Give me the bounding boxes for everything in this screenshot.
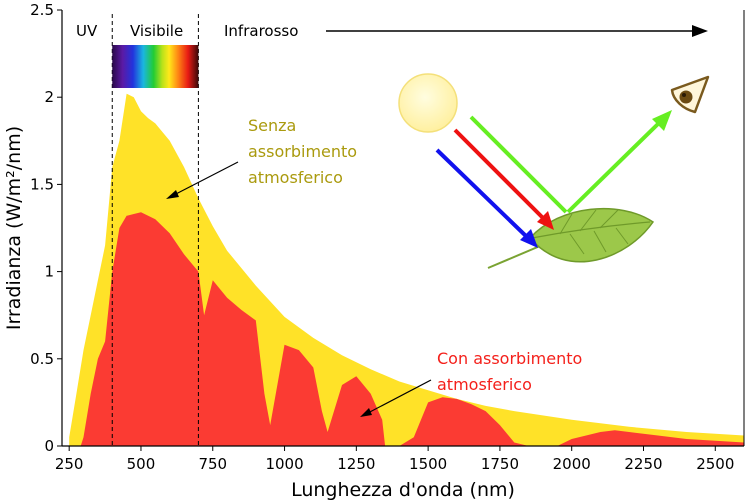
x-tick-label: 500 bbox=[127, 455, 156, 473]
infrared-arrow-head bbox=[692, 25, 708, 37]
annotation-senza-pointer bbox=[171, 161, 239, 197]
annotation-senza-line3: atmosferico bbox=[248, 168, 343, 187]
y-tick-label: 1 bbox=[44, 263, 54, 281]
x-tick-label: 2500 bbox=[696, 455, 734, 473]
x-tick-label: 250 bbox=[55, 455, 84, 473]
axes: 250 500 750 1000 1250 1500 1750 2000 2250 2500 0 0.… bbox=[30, 1, 745, 473]
x-tick-label: 2250 bbox=[624, 455, 662, 473]
annotation-senza-line2: assorbimento bbox=[248, 142, 357, 161]
annotation-senza-arrowhead bbox=[166, 190, 179, 199]
blue-ray-head bbox=[520, 229, 538, 248]
green-reflected-ray bbox=[566, 120, 662, 214]
illustration bbox=[398, 73, 710, 269]
y-tick-label: 1.5 bbox=[30, 175, 54, 193]
annotation-con-pointer bbox=[365, 379, 432, 415]
y-tick-label: 0 bbox=[44, 437, 54, 455]
x-tick-label: 1250 bbox=[337, 455, 375, 473]
x-tick-label: 1000 bbox=[265, 455, 303, 473]
y-tick-label: 2.5 bbox=[30, 1, 54, 19]
eye-icon bbox=[670, 75, 710, 114]
green-reflected-ray-head bbox=[652, 110, 672, 131]
x-tick-label: 1500 bbox=[409, 455, 447, 473]
y-tick-label: 0.5 bbox=[30, 350, 54, 368]
y-tick-label: 2 bbox=[44, 88, 54, 106]
series-area-2 bbox=[80, 212, 744, 446]
sun-icon bbox=[398, 73, 458, 133]
band-label-infrared: Infrarosso bbox=[224, 22, 298, 40]
x-tick-label: 1750 bbox=[481, 455, 519, 473]
band-label-uv: UV bbox=[76, 22, 98, 40]
red-ray-head bbox=[537, 211, 554, 230]
blue-ray bbox=[435, 148, 530, 240]
annotation-con-arrowhead bbox=[360, 408, 372, 417]
x-tick-label: 750 bbox=[198, 455, 227, 473]
band-label-visible: Visibile bbox=[130, 22, 183, 40]
annotation-senza-line1: Senza bbox=[248, 116, 296, 135]
leaf-icon bbox=[487, 207, 655, 269]
annotation-con-line2: atmosferico bbox=[437, 375, 532, 394]
x-axis-title: Lunghezza d'onda (nm) bbox=[291, 479, 515, 501]
green-incident-ray bbox=[469, 115, 568, 214]
y-axis-title: Irradianza (W/m²/nm) bbox=[3, 126, 25, 330]
x-tick-label: 2000 bbox=[553, 455, 591, 473]
annotation-con-line1: Con assorbimento bbox=[437, 349, 582, 368]
visible-spectrum-strip bbox=[112, 45, 199, 88]
series-areas bbox=[69, 93, 744, 446]
red-ray bbox=[453, 128, 547, 222]
